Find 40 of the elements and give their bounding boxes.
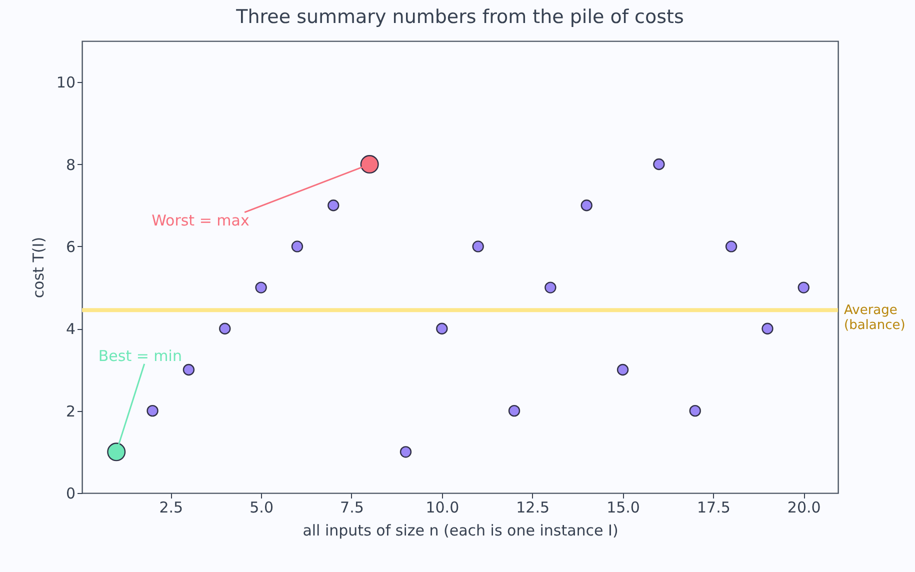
y-tick-label: 10 (56, 74, 76, 92)
point (328, 200, 340, 212)
point (182, 364, 195, 376)
point (508, 404, 520, 417)
point (107, 442, 126, 462)
x-tick-label: 15.0 (606, 498, 640, 516)
x-axis-title: all inputs of size n (each is one instance I) (302, 522, 618, 540)
point (762, 322, 774, 334)
point (291, 240, 304, 252)
point (436, 322, 448, 334)
y-axis-title: cost T(I) (29, 236, 48, 298)
y-tick-label: 4 (66, 320, 76, 338)
y-tick-label: 8 (66, 156, 76, 174)
point (689, 404, 701, 417)
ref-line-label: Average (balance) (844, 303, 906, 334)
annotation: Best = min (98, 346, 182, 365)
point (219, 322, 231, 334)
point (255, 282, 267, 294)
x-tick-label: 10.0 (426, 498, 460, 516)
point (360, 155, 379, 174)
point (472, 240, 484, 252)
y-tick-label: 6 (66, 238, 76, 256)
x-tick-label: 12.5 (516, 498, 550, 516)
point (400, 446, 412, 458)
chart-title: Three summary numbers from the pile of costs (235, 6, 684, 28)
point (616, 364, 629, 376)
point (798, 282, 810, 294)
point (580, 200, 592, 212)
annotation: Worst = max (152, 211, 250, 230)
point (146, 404, 158, 417)
y-tick-label: 0 (66, 484, 76, 502)
y-tick-label: 2 (66, 402, 76, 420)
x-tick-label: 2.5 (159, 498, 184, 516)
x-tick-label: 20.0 (787, 498, 821, 516)
x-tick-label: 17.5 (697, 498, 730, 516)
x-tick-label: 7.5 (340, 498, 364, 516)
point (725, 240, 738, 252)
x-tick-label: 5.0 (250, 498, 274, 516)
point (653, 158, 665, 170)
point (544, 282, 556, 294)
